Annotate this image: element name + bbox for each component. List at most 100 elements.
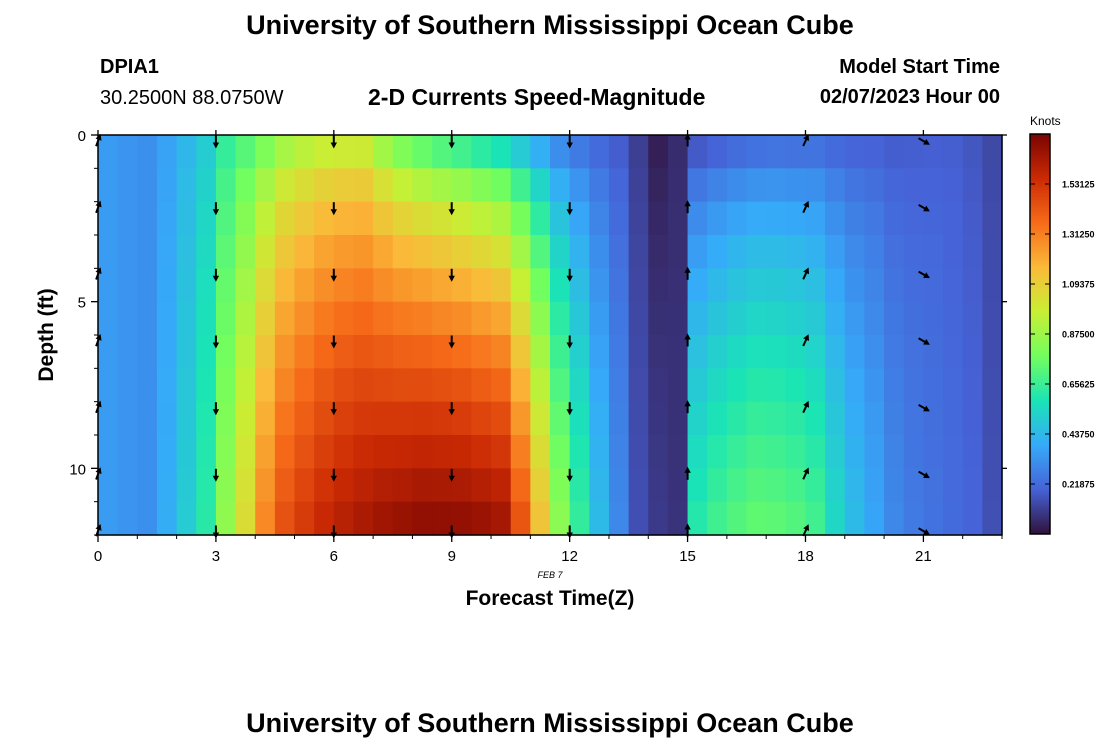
current-vector-arrow: [566, 202, 573, 216]
heatmap-cell: [137, 335, 158, 369]
heatmap-cell: [491, 135, 512, 169]
heatmap-cell: [392, 235, 414, 269]
heatmap-cell: [884, 435, 905, 469]
heatmap-cell: [569, 201, 590, 236]
current-vector-arrow: [330, 468, 337, 482]
heatmap-cell: [687, 268, 708, 303]
heatmap-cell: [766, 401, 787, 436]
heatmap-cell: [156, 135, 178, 169]
heatmap-cell: [314, 168, 335, 203]
heatmap-cell: [530, 135, 551, 169]
heatmap-cell: [491, 268, 512, 303]
heatmap-cell: [707, 335, 728, 369]
heatmap-cell: [628, 301, 649, 336]
heatmap-cell: [510, 301, 531, 336]
heatmap-cell: [844, 268, 866, 303]
heatmap-cell: [137, 435, 158, 469]
heatmap-cell: [137, 201, 158, 236]
heatmap-cell: [156, 335, 178, 369]
heatmap-cell: [392, 201, 414, 236]
heatmap-cell: [707, 235, 728, 269]
heatmap-cell: [805, 201, 826, 236]
heatmap-cell: [726, 435, 748, 469]
heatmap-cell: [962, 268, 983, 303]
heatmap-cell: [726, 201, 748, 236]
heatmap-cell: [962, 168, 983, 203]
heatmap-cell: [864, 368, 885, 403]
heatmap-cell: [176, 201, 197, 236]
heatmap-cell: [274, 401, 296, 436]
heatmap-cell: [667, 168, 689, 203]
heatmap-cell: [373, 501, 394, 536]
current-vector-arrow: [918, 470, 930, 479]
heatmap-cell: [844, 301, 866, 336]
heatmap-cell: [471, 468, 492, 503]
heatmap-cell: [903, 401, 924, 436]
heatmap-cell: [903, 501, 924, 536]
heatmap-cell: [707, 501, 728, 536]
heatmap-cell: [314, 468, 335, 503]
heatmap-cell: [589, 468, 610, 503]
heatmap-cell: [255, 268, 276, 303]
heatmap-cell: [412, 368, 433, 403]
heatmap-cell: [805, 268, 826, 303]
heatmap-cell: [451, 468, 472, 503]
heatmap-cell: [766, 268, 787, 303]
heatmap-cell: [294, 135, 315, 169]
heatmap-cell: [766, 201, 787, 236]
heatmap-cell: [785, 368, 807, 403]
heatmap-cell: [864, 435, 885, 469]
heatmap-cell: [98, 235, 119, 269]
heatmap-cell: [864, 268, 885, 303]
heatmap-cell: [156, 268, 178, 303]
heatmap-cell: [314, 501, 335, 536]
heatmap-cell: [962, 401, 983, 436]
heatmap-cell: [294, 201, 315, 236]
current-vector-arrow: [918, 270, 930, 279]
heatmap-cell: [766, 435, 787, 469]
heatmap-cell: [943, 335, 964, 369]
heatmap-cell: [373, 401, 394, 436]
heatmap-cell: [589, 168, 610, 203]
current-vector-arrow: [802, 467, 809, 480]
heatmap-cell: [608, 368, 630, 403]
heatmap-cell: [608, 135, 630, 169]
current-vector-arrow: [918, 137, 930, 145]
heatmap-cell: [687, 301, 708, 336]
heatmap-cell: [98, 501, 119, 536]
heatmap-cell: [943, 401, 964, 436]
heatmap-cell: [628, 201, 649, 236]
heatmap-cell: [510, 335, 531, 369]
heatmap-cell: [333, 501, 355, 536]
heatmap-cell: [98, 301, 119, 336]
heatmap-cell: [805, 235, 826, 269]
heatmap-cell: [628, 501, 649, 536]
x-tick-label: 21: [915, 548, 932, 565]
heatmap-cell: [333, 468, 355, 503]
current-vector-arrow: [566, 268, 573, 282]
heatmap-cell: [805, 301, 826, 336]
heatmap-cell: [844, 235, 866, 269]
heatmap-cell: [648, 201, 669, 236]
heatmap-cell: [412, 435, 433, 469]
heatmap-cell: [176, 301, 197, 336]
heatmap-cell: [196, 468, 217, 503]
heatmap-cell: [373, 301, 394, 336]
heatmap-cell: [392, 268, 414, 303]
heatmap-cell: [274, 335, 296, 369]
heatmap-cell: [333, 135, 355, 169]
heatmap-cell: [235, 201, 256, 236]
heatmap-cell: [667, 335, 689, 369]
heatmap-cell: [550, 201, 571, 236]
heatmap-cell: [589, 435, 610, 469]
heatmap-cell: [962, 435, 983, 469]
heatmap-cell: [785, 301, 807, 336]
current-vector-arrow: [684, 133, 691, 147]
heatmap-cell: [373, 135, 394, 169]
heatmap-cell: [785, 468, 807, 503]
heatmap-cell: [608, 435, 630, 469]
heatmap-cell: [510, 435, 531, 469]
heatmap-cell: [215, 401, 237, 436]
heatmap-cell: [176, 335, 197, 369]
heatmap-cell: [196, 168, 217, 203]
